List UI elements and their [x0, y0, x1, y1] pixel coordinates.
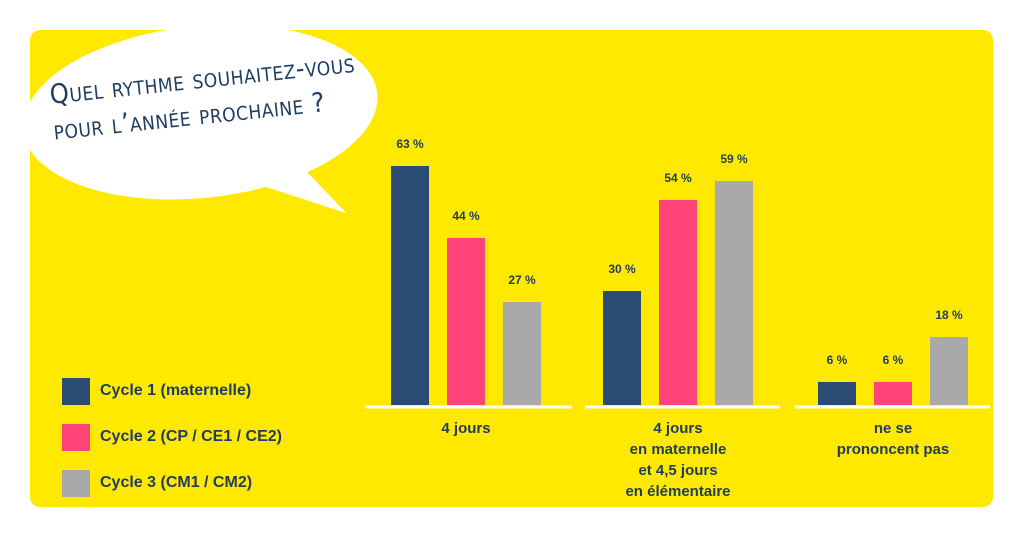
data-label: 59 % — [720, 151, 748, 166]
data-label: 30 % — [608, 262, 636, 276]
bar — [447, 237, 485, 405]
bar — [603, 291, 641, 405]
data-label: 44 % — [452, 208, 480, 223]
bar — [715, 180, 753, 405]
legend-swatch — [62, 424, 90, 451]
bar — [930, 336, 968, 405]
x-tick-label: 4 jours — [441, 420, 491, 437]
legend-swatch — [62, 378, 90, 405]
bar — [391, 165, 429, 405]
speech-bubble — [22, 24, 378, 214]
bar — [874, 382, 912, 405]
legend-label: Cycle 3 (CM1 / CM2) — [100, 474, 253, 491]
data-label: 63 % — [396, 136, 424, 151]
data-label: 18 % — [935, 307, 963, 322]
legend-label: Cycle 1 (maternelle) — [100, 382, 252, 399]
data-label: 6 % — [826, 353, 848, 368]
legend-swatch — [62, 470, 90, 497]
bar — [659, 199, 697, 405]
bar — [503, 302, 541, 405]
data-label: 27 % — [508, 273, 536, 288]
data-label: 54 % — [664, 170, 692, 185]
x-tick-label: 4 jours en maternelle et 4,5 jours en él… — [625, 420, 731, 500]
data-label: 6 % — [882, 353, 904, 368]
x-tick-label: ne se prononcent pas — [836, 420, 950, 458]
bar — [818, 382, 856, 405]
legend-label: Cycle 2 (CP / CE1 / CE2) — [100, 428, 282, 445]
